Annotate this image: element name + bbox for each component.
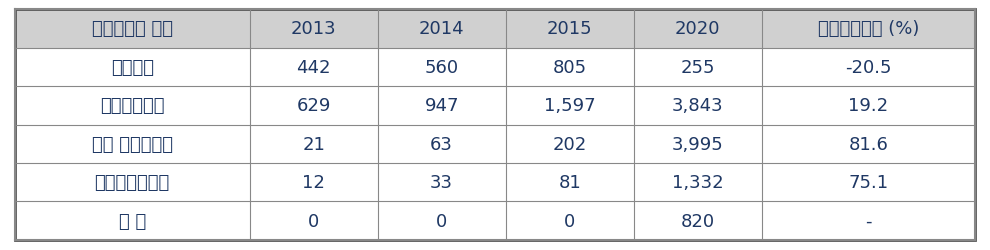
Text: 947: 947 [425, 97, 459, 115]
Text: 19.2: 19.2 [848, 97, 888, 115]
Text: -20.5: -20.5 [845, 58, 892, 76]
Text: 0: 0 [564, 212, 575, 230]
Text: 81.6: 81.6 [848, 135, 888, 153]
Text: 63: 63 [431, 135, 453, 153]
Text: 255: 255 [680, 58, 715, 76]
Text: 2020: 2020 [675, 20, 721, 38]
Text: 805: 805 [552, 58, 587, 76]
Text: 33: 33 [430, 174, 453, 192]
Text: 560: 560 [425, 58, 458, 76]
Text: 2014: 2014 [419, 20, 464, 38]
Text: 820: 820 [681, 212, 715, 230]
Text: 전기활성폴리머: 전기활성폴리머 [95, 174, 170, 192]
Text: 1,332: 1,332 [672, 174, 724, 192]
Text: 압전 액추에이터: 압전 액추에이터 [92, 135, 172, 153]
Text: 연평균성장률 (%): 연평균성장률 (%) [818, 20, 919, 38]
Text: 629: 629 [296, 97, 331, 115]
Text: -: - [865, 212, 872, 230]
Text: 3,995: 3,995 [672, 135, 724, 153]
Text: 1,597: 1,597 [544, 97, 596, 115]
Text: 442: 442 [296, 58, 331, 76]
Text: 2015: 2015 [546, 20, 592, 38]
Text: 편심모터: 편심모터 [111, 58, 153, 76]
Text: 액추에이터 종류: 액추에이터 종류 [92, 20, 172, 38]
Text: 0: 0 [436, 212, 447, 230]
Text: 12: 12 [302, 174, 325, 192]
Text: 2013: 2013 [291, 20, 337, 38]
Text: 선형공진모터: 선형공진모터 [100, 97, 164, 115]
Text: 75.1: 75.1 [848, 174, 888, 192]
Text: 21: 21 [302, 135, 325, 153]
Text: 0: 0 [308, 212, 319, 230]
Text: 3,843: 3,843 [672, 97, 724, 115]
Text: 202: 202 [552, 135, 587, 153]
Text: 81: 81 [558, 174, 581, 192]
Text: 그 외: 그 외 [119, 212, 146, 230]
